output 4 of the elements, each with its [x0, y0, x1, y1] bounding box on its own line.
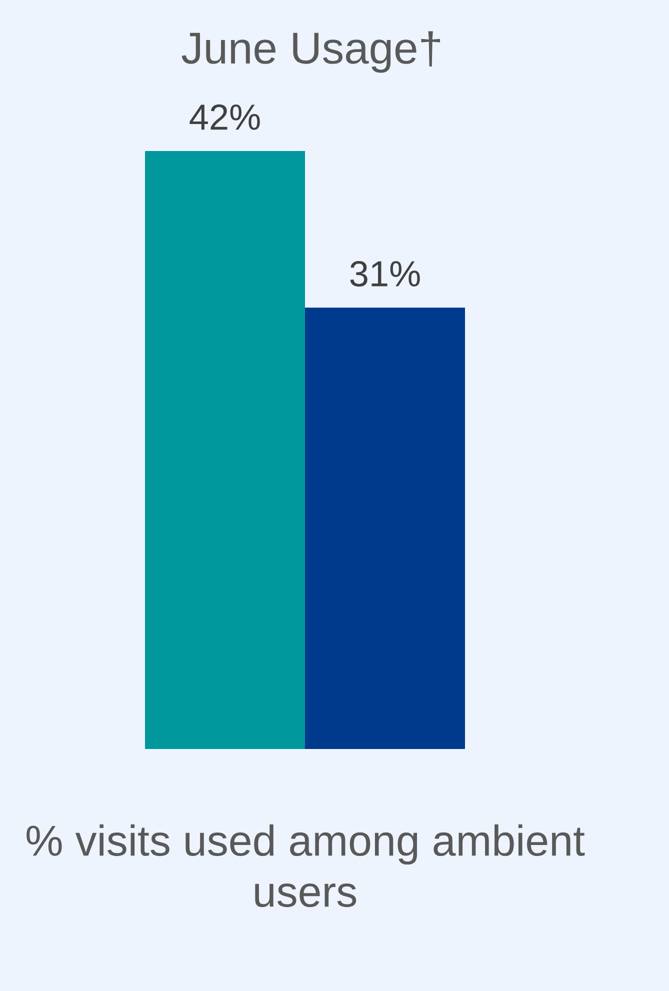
chart-title: June Usage†	[182, 31, 440, 73]
x-axis-title: % visits used among ambient users	[26, 824, 585, 908]
data-label: 31%	[350, 261, 420, 287]
data-label: 42%	[190, 104, 260, 130]
